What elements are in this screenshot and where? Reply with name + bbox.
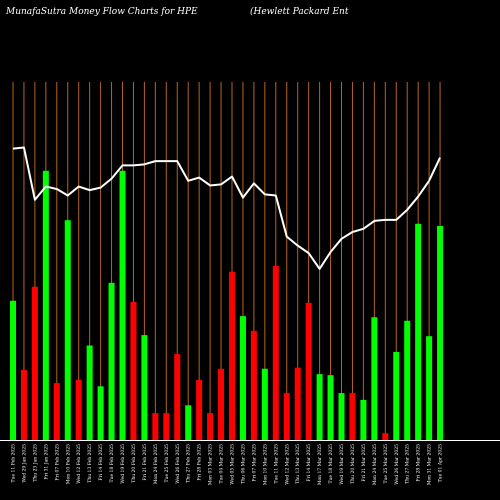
- bar: [64, 220, 71, 440]
- x-tick-label: Thu 23 Jan 2025: [32, 444, 38, 482]
- bar: [152, 413, 159, 440]
- bar: [163, 413, 170, 440]
- ticker-title: (Hewlett Packard Ent: [250, 7, 349, 17]
- bar: [316, 374, 323, 440]
- x-tick-label: Fri 14 Feb 2025: [98, 444, 104, 481]
- x-tick-label: Mon 10 Feb 2025: [65, 444, 71, 484]
- bar: [239, 316, 246, 440]
- x-tick-label: Wed 19 Feb 2025: [120, 444, 126, 484]
- bar: [130, 301, 137, 440]
- money-flow-line: [12, 146, 441, 270]
- bar: [415, 223, 422, 440]
- bar: [119, 170, 126, 440]
- bar: [207, 413, 214, 440]
- bar: [360, 399, 367, 440]
- x-tick-label: Fri 28 Feb 2025: [197, 444, 203, 481]
- x-tick-label: Thu 06 Mar 2025: [240, 444, 246, 484]
- bar: [382, 433, 389, 440]
- bar: [108, 282, 115, 440]
- bar: [283, 393, 290, 440]
- bar: [426, 336, 433, 440]
- bar: [437, 225, 444, 440]
- bar: [75, 379, 82, 440]
- bar: [404, 320, 411, 440]
- x-tick-label: Tue 25 Mar 2025: [383, 444, 389, 484]
- x-tick-label: Wed 12 Feb 2025: [76, 444, 82, 484]
- bar: [185, 405, 192, 440]
- bar: [174, 354, 181, 440]
- x-tick-label: Fri 07 Mar 2025: [251, 444, 257, 482]
- x-tick-label: Wed 26 Feb 2025: [175, 444, 181, 484]
- x-tick-label: Mon 10 Mar 2025: [262, 444, 268, 485]
- x-tick-label: Thu 13 Mar 2025: [295, 444, 301, 484]
- bar: [349, 393, 356, 440]
- bar: [53, 383, 60, 440]
- x-tick-label: Fri 31 Jan 2025: [43, 444, 49, 480]
- x-tick-label: Mon 17 Mar 2025: [317, 444, 323, 485]
- x-tick-label: Thu 20 Feb 2025: [131, 444, 137, 483]
- bar: [86, 345, 93, 440]
- x-tick-label: Mon 31 Mar 2025: [427, 444, 433, 485]
- x-tick-label: Fri 14 Mar 2025: [306, 444, 312, 482]
- bar: [393, 351, 400, 440]
- bar: [294, 367, 301, 440]
- x-tick-label: Mon 24 Feb 2025: [153, 444, 159, 484]
- bar: [218, 368, 225, 440]
- x-tick-label: Fri 21 Feb 2025: [142, 444, 148, 481]
- bar: [338, 393, 345, 440]
- x-tick-label: Mon 03 Mar 2025: [208, 444, 214, 485]
- bar: [261, 368, 268, 440]
- bar: [229, 271, 235, 440]
- x-tick-label: Fri 21 Mar 2025: [361, 444, 367, 482]
- x-tick-label: Mon 24 Mar 2025: [372, 444, 378, 485]
- x-tick-label: Wed 26 Mar 2025: [394, 444, 400, 485]
- x-tick-label: Fri 28 Mar 2025: [416, 444, 422, 482]
- x-tick-label: Tue 25 Feb 2025: [164, 444, 170, 483]
- bar: [141, 335, 148, 440]
- chart-title: MunafaSutra Money Flow Charts for HPE: [6, 7, 198, 17]
- x-tick-label: Thu 20 Mar 2025: [350, 444, 356, 484]
- bar: [97, 386, 104, 440]
- bar: [305, 302, 312, 440]
- bar: [42, 170, 49, 440]
- x-tick-label: Thu 27 Mar 2025: [405, 444, 411, 484]
- x-tick-label: Wed 05 Mar 2025: [230, 444, 236, 485]
- bar: [272, 266, 279, 440]
- bar: [327, 375, 334, 440]
- x-tick-label: Tue 18 Mar 2025: [328, 444, 334, 484]
- x-tick-label: Thu 13 Feb 2025: [87, 444, 93, 483]
- x-tick-label: Tue 04 Mar 2025: [219, 444, 225, 484]
- x-tick-label: Tue 18 Feb 2025: [109, 444, 115, 483]
- x-tick-label: Tue 11 Feb 2025: [11, 444, 17, 483]
- x-tick-label: Tue 11 Mar 2025: [273, 444, 279, 484]
- x-tick-label: Tue 01 Apr 2025: [438, 444, 444, 482]
- bar: [10, 300, 16, 440]
- bar: [31, 286, 38, 440]
- x-tick-label: Wed 19 Mar 2025: [339, 444, 345, 485]
- bar: [250, 330, 257, 440]
- x-tick-label: Fri 07 Feb 2025: [54, 444, 60, 481]
- bar: [20, 369, 27, 440]
- bar: [196, 379, 203, 440]
- x-tick-label: Wed 29 Jan 2025: [21, 444, 27, 483]
- x-tick-label: Wed 12 Mar 2025: [284, 444, 290, 485]
- bar: [371, 317, 378, 440]
- x-tick-label: Thu 27 Feb 2025: [186, 444, 192, 483]
